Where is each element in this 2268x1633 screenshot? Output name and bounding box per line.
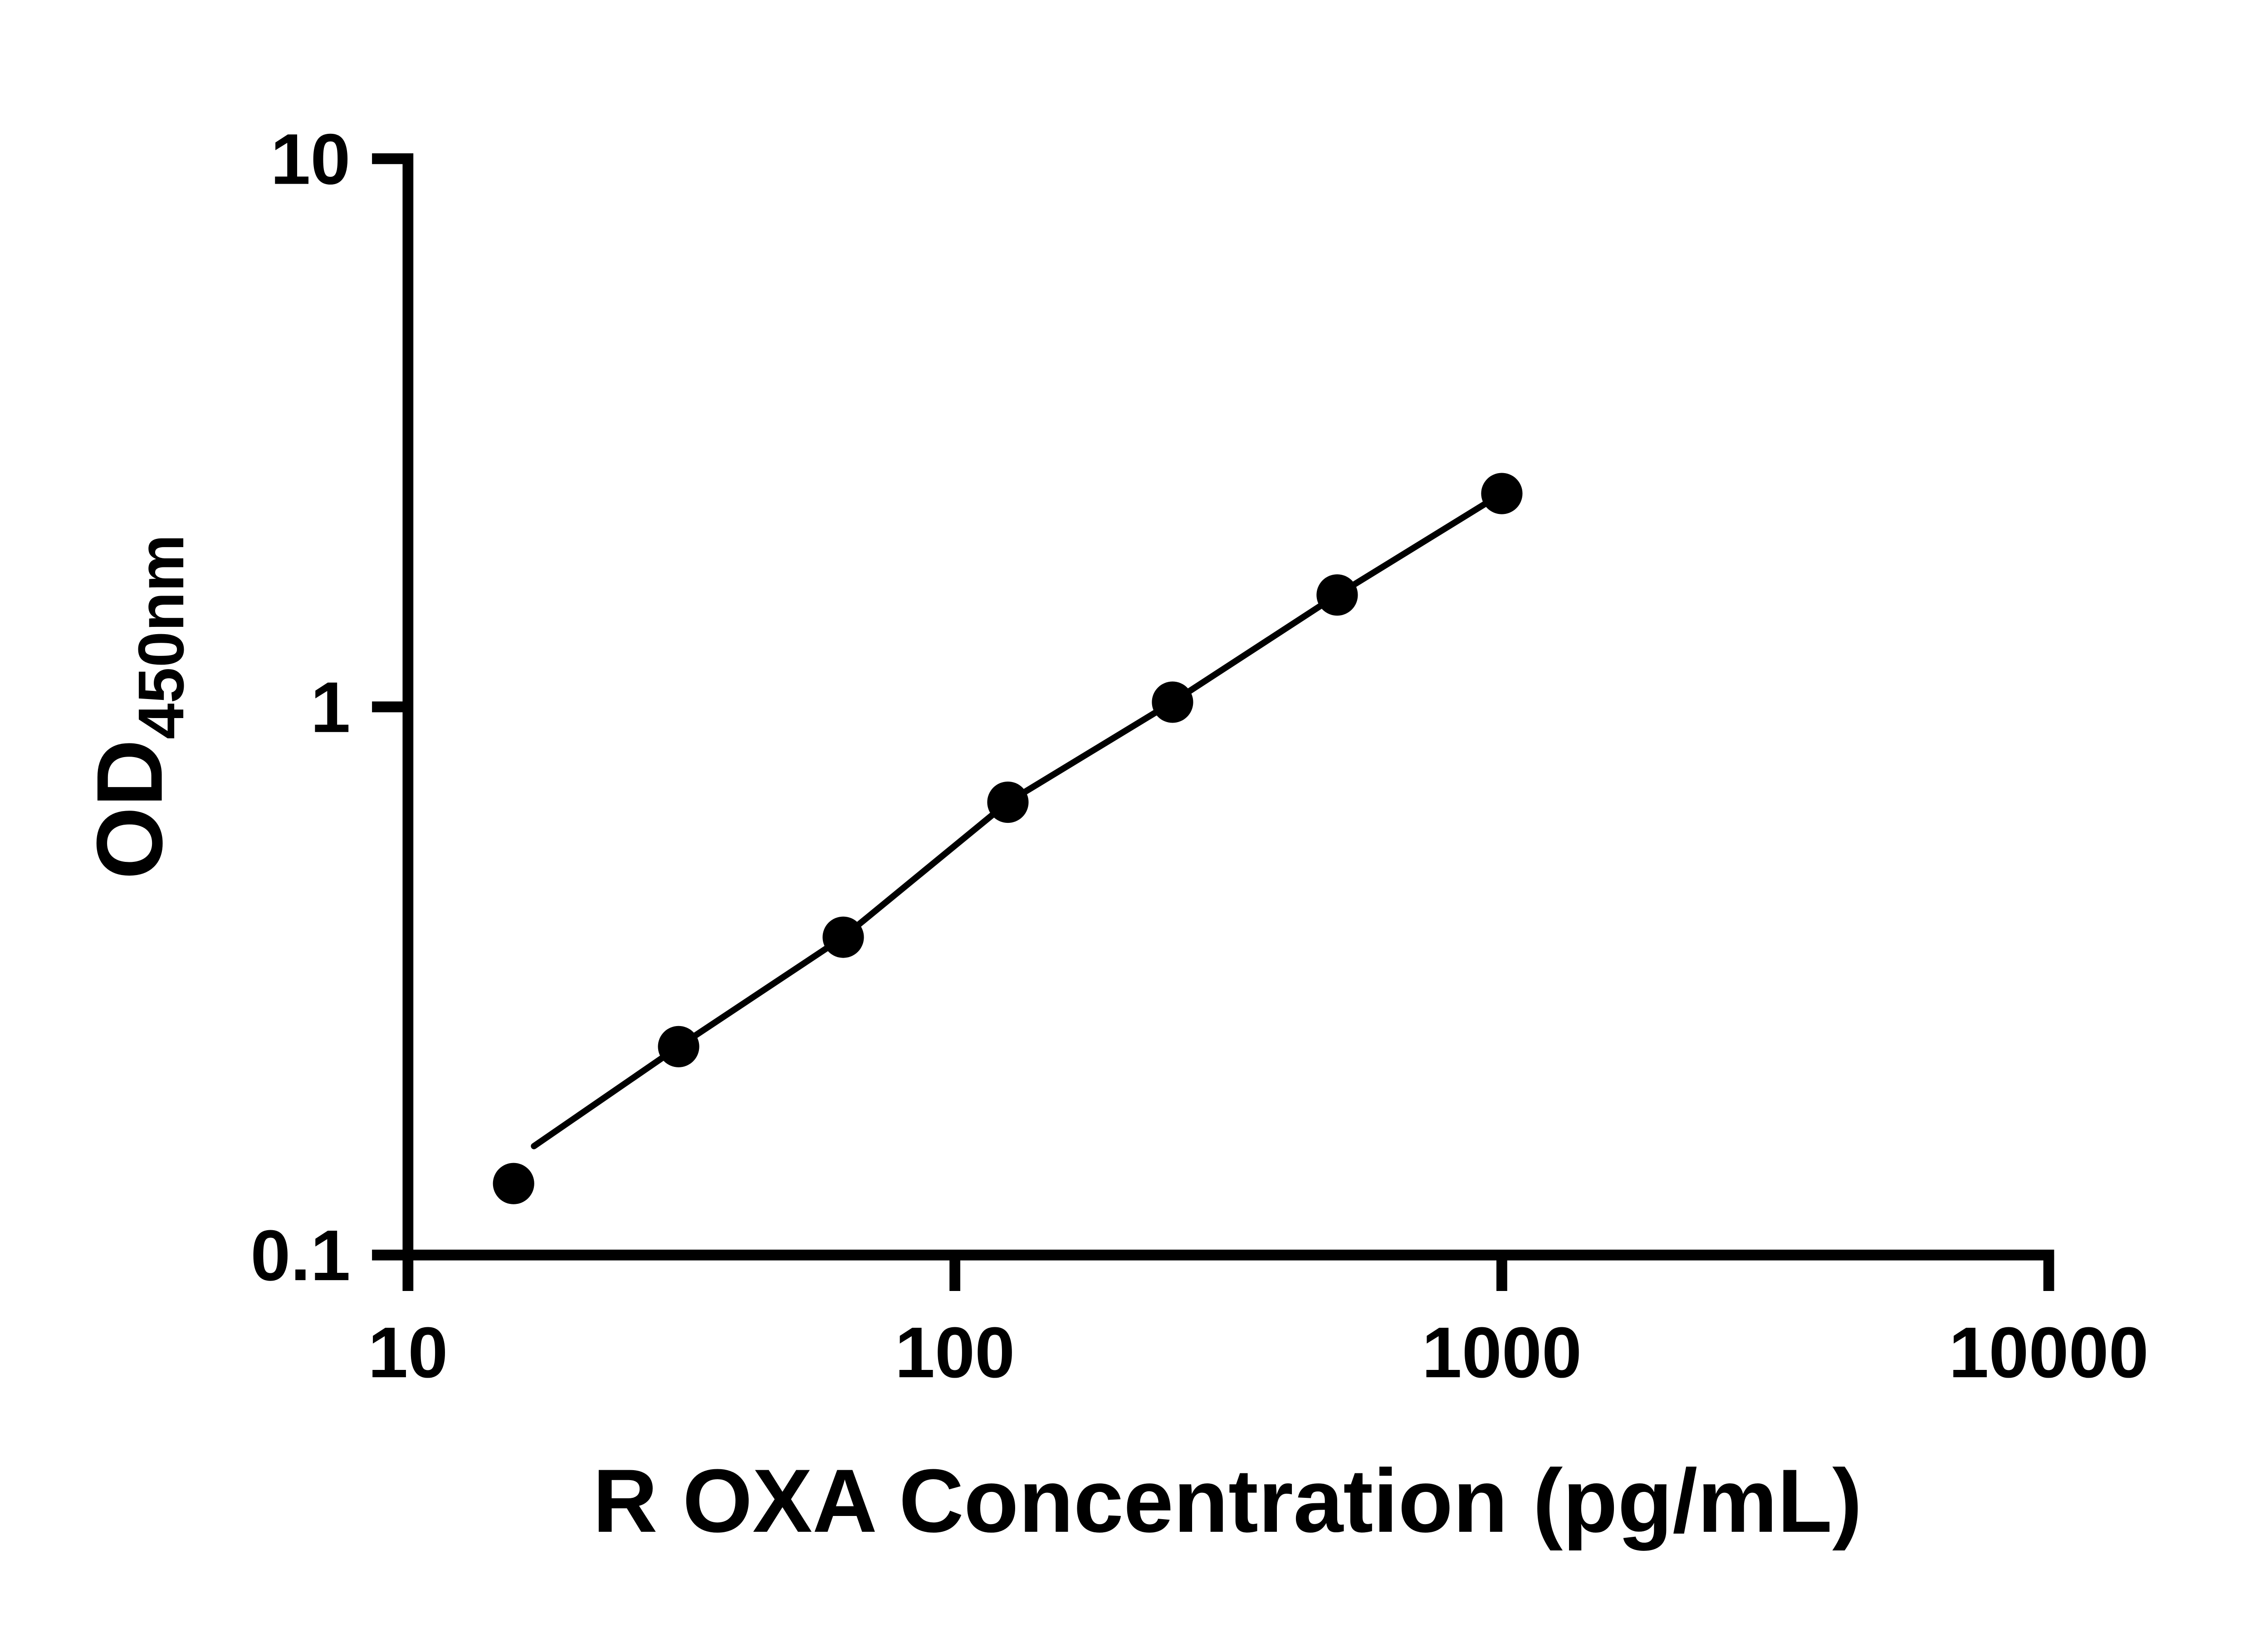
data-point	[658, 1026, 699, 1067]
data-series	[493, 473, 1523, 1204]
data-point	[1481, 473, 1523, 514]
data-point	[822, 916, 864, 958]
data-point	[1152, 681, 1193, 723]
y-axis-title-sub: 450nm	[125, 534, 197, 739]
y-tick-label: 0.1	[250, 1215, 350, 1296]
x-tick-label: 10000	[1949, 1312, 2149, 1393]
axes: 10 100 1000 10000 0.1 1 10	[250, 119, 2149, 1393]
data-point	[987, 781, 1029, 823]
y-tick-label: 1	[310, 667, 350, 748]
x-tick-label: 10	[368, 1312, 448, 1393]
y-axis-title-main: OD	[77, 739, 182, 880]
y-tick-label: 10	[270, 119, 350, 199]
y-axis-title: OD450nm	[77, 534, 198, 880]
data-point	[493, 1163, 534, 1204]
x-tick-label: 100	[895, 1312, 1015, 1393]
x-axis-title: R OXA Concentration (pg/mL)	[593, 1451, 1862, 1551]
x-tick-label: 1000	[1422, 1312, 1582, 1393]
data-point	[1316, 574, 1358, 616]
